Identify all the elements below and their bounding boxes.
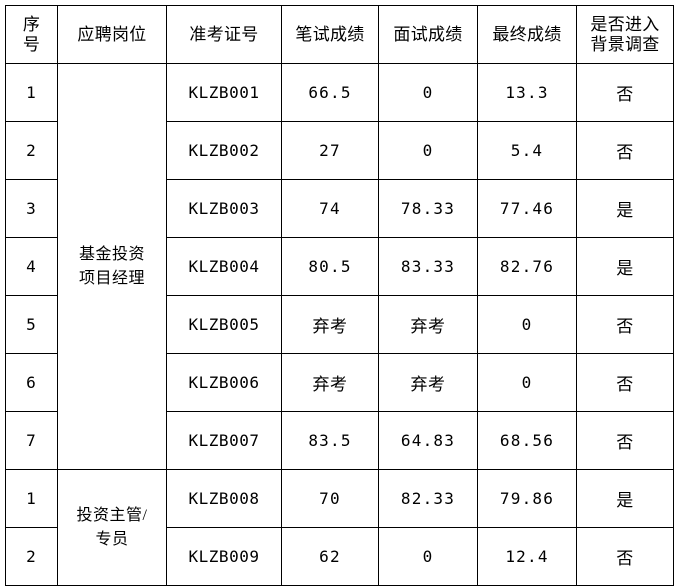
cell-ticket: KLZB008 — [166, 469, 282, 528]
header-cell-background-check: 是否进入 背景调查 — [576, 5, 674, 64]
header-text-line: 号 — [22, 34, 41, 54]
cell-index: 3 — [5, 179, 58, 238]
cell-index: 1 — [5, 469, 58, 528]
header-cell-post: 应聘岗位 — [57, 5, 167, 64]
cell-interview-score: 0 — [378, 527, 478, 586]
cell-post-group-1: 基金投资 项目经理 — [57, 63, 167, 470]
cell-final-score: 13.3 — [477, 63, 577, 122]
cell-post-group-2: 投资主管/ 专员 — [57, 469, 167, 586]
cell-written-score: 62 — [281, 527, 379, 586]
header-text-line: 笔试成绩 — [295, 24, 365, 44]
cell-interview-score: 弃考 — [378, 295, 478, 354]
cell-written-score: 83.5 — [281, 411, 379, 470]
header-cell-index: 序 号 — [5, 5, 58, 64]
post-text-line: 投资主管/ — [76, 507, 148, 525]
cell-final-score: 68.56 — [477, 411, 577, 470]
cell-index: 7 — [5, 411, 58, 470]
table-row: 1 投资主管/ 专员 KLZB008 70 82.33 79.86 是 — [5, 469, 674, 586]
cell-interview-score: 78.33 — [378, 179, 478, 238]
cell-index: 2 — [5, 527, 58, 586]
table-row: 2 KLZB002 27 0 5.4 否 — [5, 121, 674, 180]
cell-written-score: 74 — [281, 179, 379, 238]
post-text-line: 专员 — [95, 530, 129, 548]
cell-index: 1 — [5, 63, 58, 122]
cell-written-score: 弃考 — [281, 353, 379, 412]
cell-interview-score: 0 — [378, 121, 478, 180]
cell-written-score: 66.5 — [281, 63, 379, 122]
cell-ticket: KLZB006 — [166, 353, 282, 412]
cell-interview-score: 0 — [378, 63, 478, 122]
post-text-line: 项目经理 — [78, 269, 145, 287]
cell-ticket: KLZB004 — [166, 237, 282, 296]
header-text-line: 面试成绩 — [393, 24, 463, 44]
cell-index: 6 — [5, 353, 58, 412]
cell-background-check: 否 — [576, 527, 674, 586]
cell-ticket: KLZB002 — [166, 121, 282, 180]
header-row: 序 号 应聘岗位 准考证号 笔试成绩 面试成绩 最终成绩 — [5, 5, 674, 64]
cell-final-score: 82.76 — [477, 237, 577, 296]
header-cell-final-score: 最终成绩 — [477, 5, 577, 64]
cell-interview-score: 弃考 — [378, 353, 478, 412]
table-header: 序 号 应聘岗位 准考证号 笔试成绩 面试成绩 最终成绩 — [5, 5, 674, 64]
cell-written-score: 80.5 — [281, 237, 379, 296]
cell-ticket: KLZB007 — [166, 411, 282, 470]
table-row: 1 基金投资 项目经理 KLZB001 66.5 0 13.3 否 — [5, 63, 674, 470]
header-text-line: 准考证号 — [189, 24, 259, 44]
header-cell-interview-score: 面试成绩 — [378, 5, 478, 64]
results-table-sheet: 序 号 应聘岗位 准考证号 笔试成绩 面试成绩 最终成绩 — [5, 5, 674, 586]
header-text-line: 应聘岗位 — [77, 24, 147, 44]
cell-background-check: 否 — [576, 63, 674, 122]
header-text-line: 是否进入 — [590, 15, 660, 35]
cell-final-score: 0 — [477, 353, 577, 412]
header-text-line: 序 — [22, 15, 41, 35]
cell-final-score: 0 — [477, 295, 577, 354]
cell-background-check: 否 — [576, 353, 674, 412]
cell-written-score: 弃考 — [281, 295, 379, 354]
header-cell-written-score: 笔试成绩 — [281, 5, 379, 64]
table-row: 6 KLZB006 弃考 弃考 0 否 — [5, 353, 674, 412]
table-row: 7 KLZB007 83.5 64.83 68.56 否 — [5, 411, 674, 470]
recruitment-results-table: 序 号 应聘岗位 准考证号 笔试成绩 面试成绩 最终成绩 — [5, 5, 674, 586]
table-row: 4 KLZB004 80.5 83.33 82.76 是 — [5, 237, 674, 296]
table-body: 1 基金投资 项目经理 KLZB001 66.5 0 13.3 否 2 KLZB… — [5, 63, 674, 586]
cell-background-check: 否 — [576, 295, 674, 354]
cell-background-check: 否 — [576, 121, 674, 180]
header-text-line: 背景调查 — [590, 34, 660, 54]
cell-interview-score: 82.33 — [378, 469, 478, 528]
cell-final-score: 5.4 — [477, 121, 577, 180]
cell-written-score: 70 — [281, 469, 379, 528]
header-cell-ticket: 准考证号 — [166, 5, 282, 64]
cell-final-score: 79.86 — [477, 469, 577, 528]
cell-background-check: 是 — [576, 237, 674, 296]
cell-interview-score: 64.83 — [378, 411, 478, 470]
cell-index: 5 — [5, 295, 58, 354]
cell-written-score: 27 — [281, 121, 379, 180]
cell-ticket: KLZB005 — [166, 295, 282, 354]
cell-final-score: 12.4 — [477, 527, 577, 586]
cell-final-score: 77.46 — [477, 179, 577, 238]
cell-ticket: KLZB001 — [166, 63, 282, 122]
cell-index: 4 — [5, 237, 58, 296]
cell-background-check: 是 — [576, 469, 674, 528]
cell-interview-score: 83.33 — [378, 237, 478, 296]
cell-ticket: KLZB009 — [166, 527, 282, 586]
cell-index: 2 — [5, 121, 58, 180]
post-text-line: 基金投资 — [78, 246, 145, 264]
cell-ticket: KLZB003 — [166, 179, 282, 238]
header-text-line: 最终成绩 — [492, 24, 562, 44]
cell-background-check: 是 — [576, 179, 674, 238]
table-row: 5 KLZB005 弃考 弃考 0 否 — [5, 295, 674, 354]
cell-background-check: 否 — [576, 411, 674, 470]
